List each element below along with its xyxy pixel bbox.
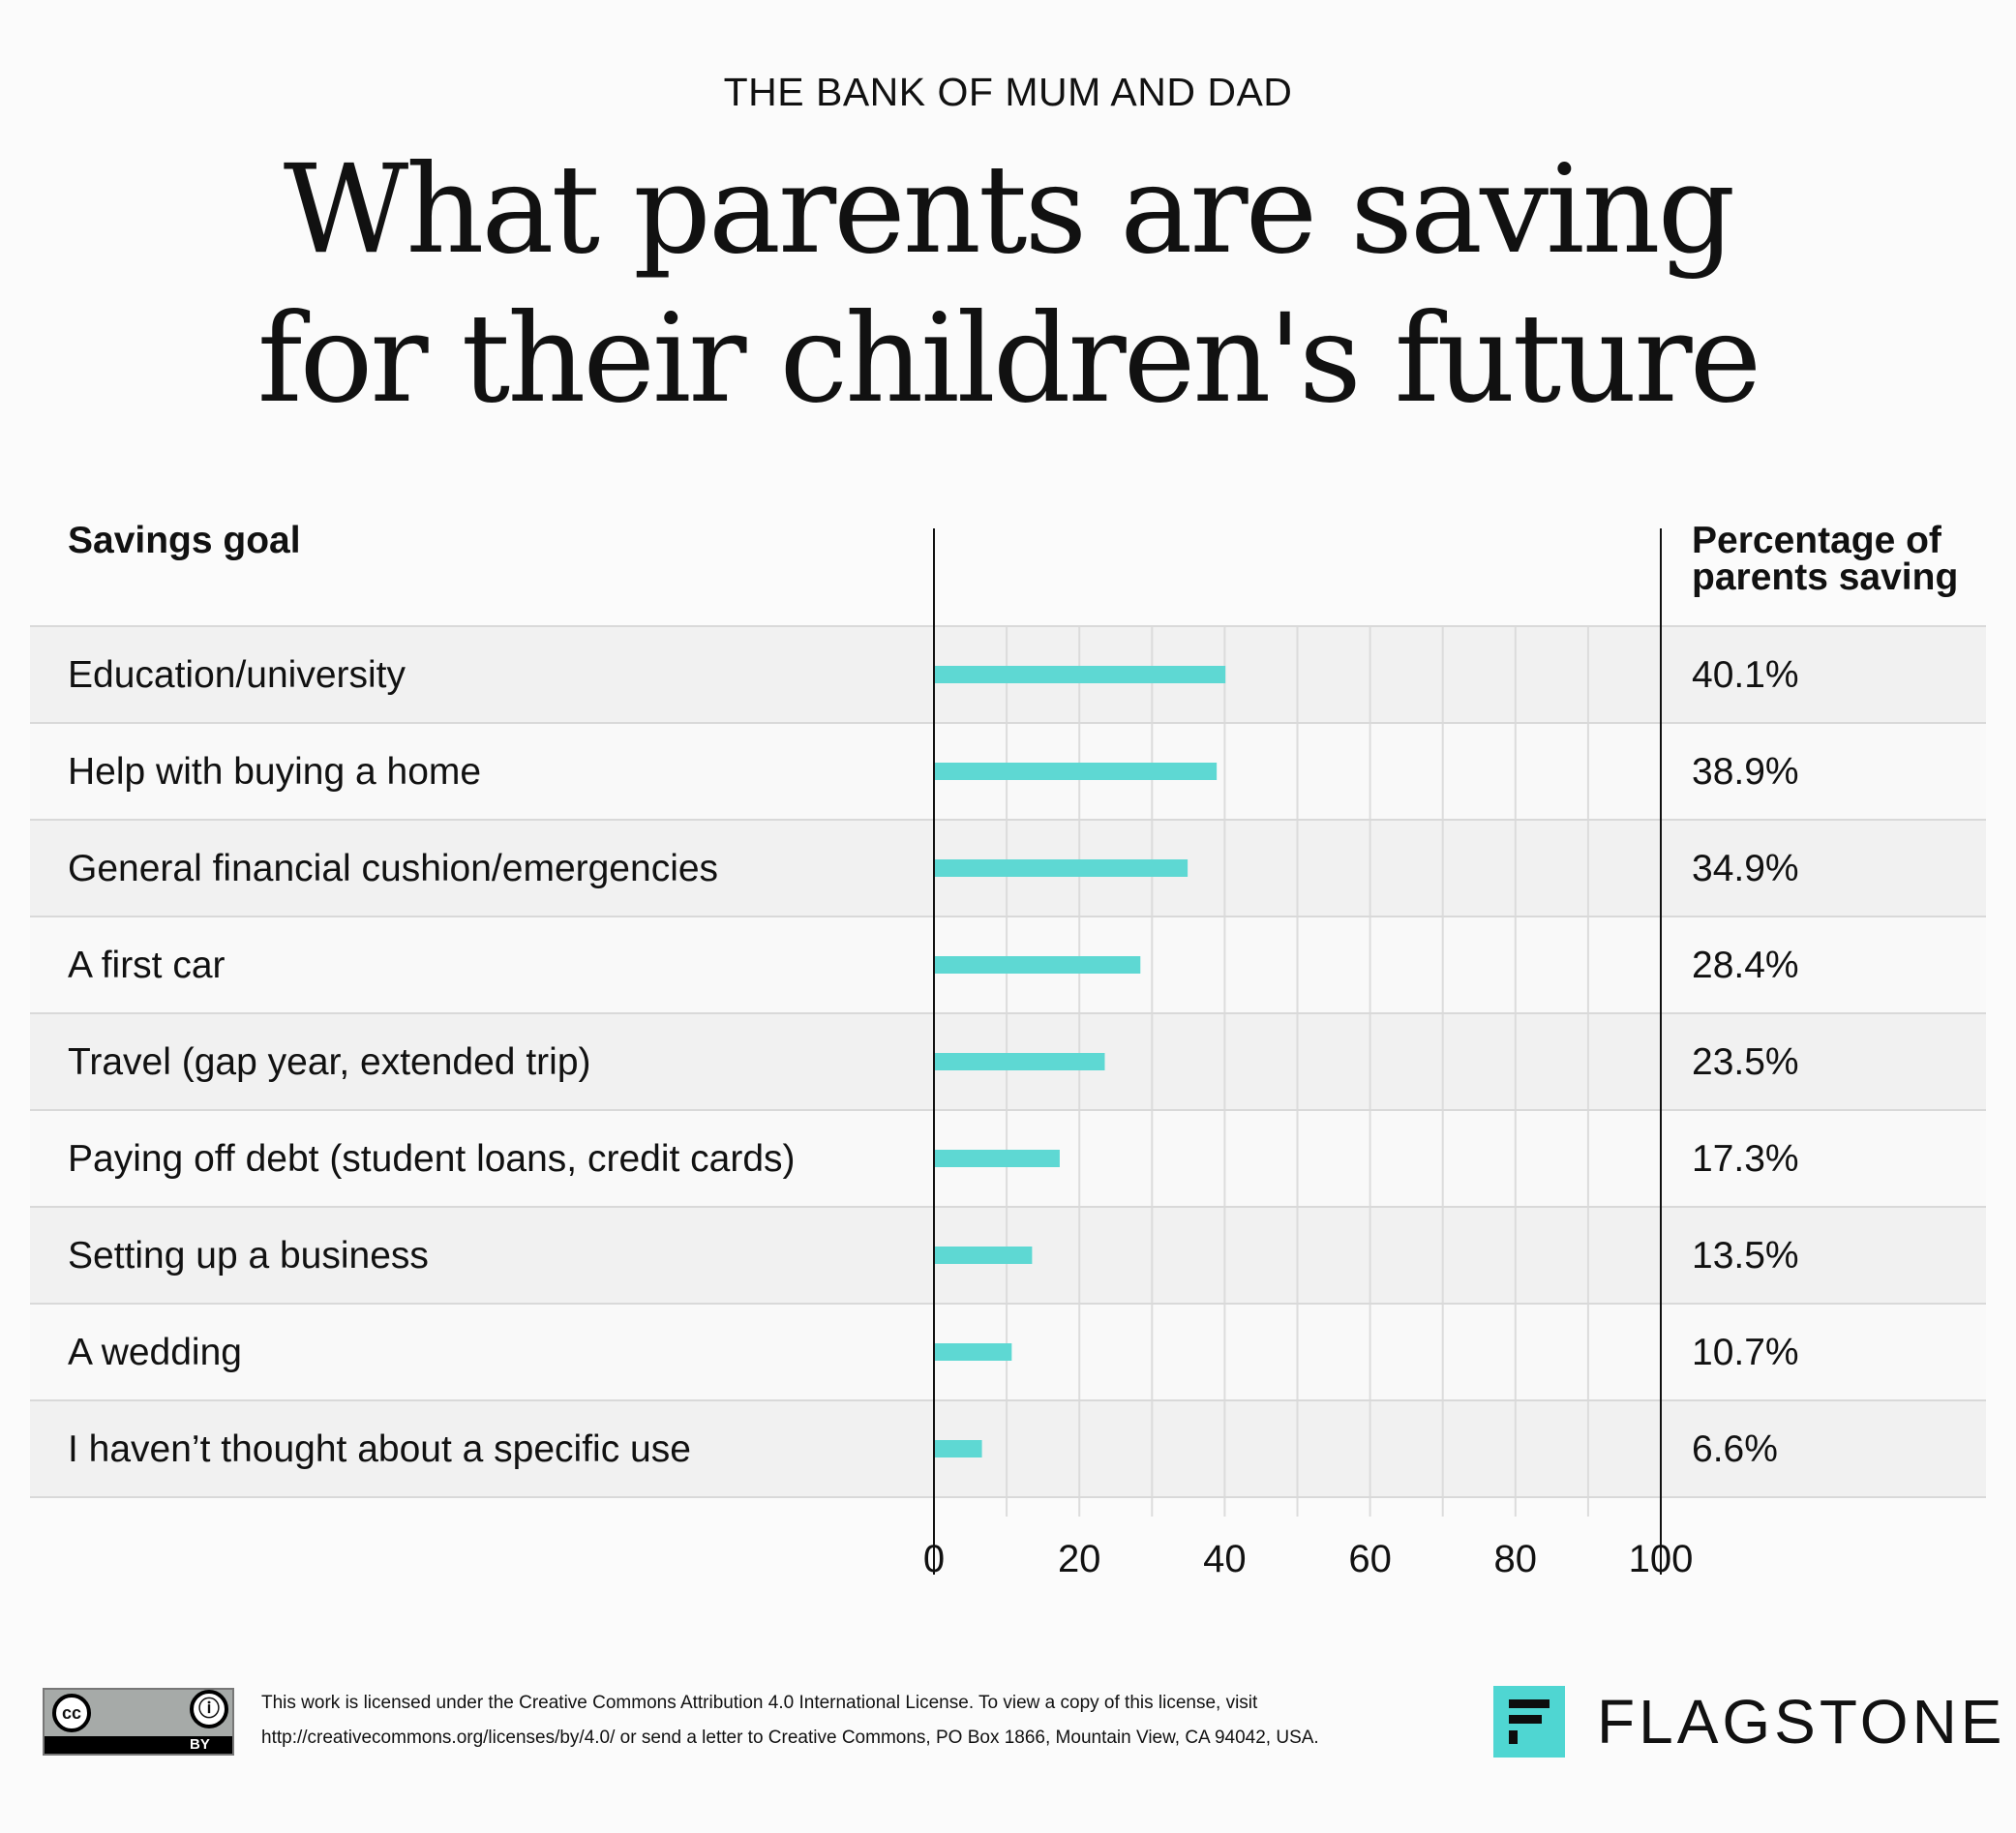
- x-tick-label: 60: [1348, 1538, 1392, 1580]
- percentage-header-line-2: parents saving: [1692, 556, 1959, 598]
- value-label: 17.3%: [1692, 1138, 1799, 1180]
- x-tick-label: 80: [1494, 1538, 1538, 1580]
- person-icon: ⓘ: [190, 1690, 228, 1728]
- title-line-1: What parents are saving: [283, 138, 1736, 281]
- category-label: Paying off debt (student loans, credit c…: [68, 1138, 796, 1180]
- title-line-2: for their children's future: [256, 287, 1761, 430]
- bar: [934, 1440, 982, 1457]
- value-label: 13.5%: [1692, 1235, 1799, 1277]
- category-label: Setting up a business: [68, 1235, 429, 1277]
- bar: [934, 859, 1189, 877]
- category-label: A wedding: [68, 1332, 242, 1373]
- x-tick-label: 40: [1203, 1538, 1247, 1580]
- brand-name: FLAGSTONE: [1597, 1687, 2006, 1757]
- goal-column-header: Savings goal: [68, 520, 301, 561]
- category-label: General financial cushion/emergencies: [68, 848, 718, 889]
- value-label: 6.6%: [1692, 1428, 1778, 1470]
- category-label: Education/university: [68, 654, 406, 696]
- flagstone-logo-icon: [1493, 1686, 1565, 1758]
- bar: [934, 763, 1218, 780]
- bar: [934, 956, 1141, 974]
- bar: [934, 666, 1226, 683]
- bar: [934, 1343, 1012, 1361]
- license-line-2: http://creativecommons.org/licenses/by/4…: [261, 1728, 1319, 1748]
- percentage-column-header: Percentage of parents saving: [1692, 520, 1959, 598]
- category-label: Help with buying a home: [68, 751, 481, 793]
- license-line-1: This work is licensed under the Creative…: [261, 1693, 1258, 1713]
- x-tick-label: 0: [923, 1538, 945, 1580]
- value-label: 23.5%: [1692, 1041, 1799, 1083]
- license-text: This work is licensed under the Creative…: [261, 1686, 1319, 1756]
- kicker: THE BANK OF MUM AND DAD: [723, 70, 1293, 114]
- value-label: 10.7%: [1692, 1332, 1799, 1373]
- value-label: 34.9%: [1692, 848, 1799, 889]
- bar-chart: Education/university Help with buying a h…: [30, 528, 1986, 1580]
- page-title: What parents are saving for their childr…: [0, 135, 2016, 434]
- by-label: BY: [190, 1736, 210, 1753]
- bar: [934, 1247, 1033, 1264]
- percentage-header-line-1: Percentage of: [1692, 520, 1941, 561]
- category-label: Travel (gap year, extended trip): [68, 1041, 591, 1083]
- category-label: A first car: [68, 945, 226, 986]
- value-label: 40.1%: [1692, 654, 1799, 696]
- cc-icon: cc: [52, 1694, 91, 1732]
- category-label: I haven’t thought about a specific use: [68, 1428, 691, 1470]
- value-label: 38.9%: [1692, 751, 1799, 793]
- x-tick-label: 20: [1058, 1538, 1101, 1580]
- value-label: 28.4%: [1692, 945, 1799, 986]
- bar: [934, 1053, 1105, 1070]
- x-tick-label: 100: [1629, 1538, 1694, 1580]
- bar: [934, 1150, 1060, 1167]
- cc-by-badge: cc ⓘ BY: [43, 1688, 234, 1756]
